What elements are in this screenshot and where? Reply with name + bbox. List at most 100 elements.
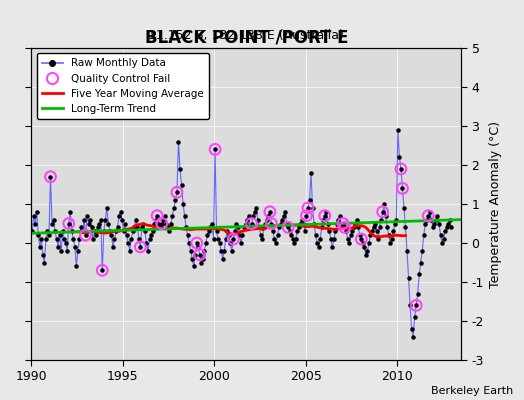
Point — [145, 236, 154, 242]
Point — [43, 228, 52, 234]
Point — [261, 220, 269, 227]
Point — [211, 146, 219, 153]
Point — [354, 224, 363, 230]
Point — [95, 220, 103, 227]
Point — [435, 220, 443, 227]
Point — [173, 189, 181, 196]
Point — [231, 228, 239, 234]
Point — [127, 236, 135, 242]
Point — [225, 232, 233, 238]
Point — [368, 228, 376, 234]
Point — [351, 220, 359, 227]
Point — [310, 220, 318, 227]
Point — [275, 224, 283, 230]
Point — [432, 216, 440, 223]
Point — [290, 240, 299, 246]
Point — [83, 212, 91, 219]
Point — [84, 220, 93, 227]
Point — [417, 259, 425, 266]
Point — [302, 212, 311, 219]
Point — [153, 212, 161, 219]
Point — [401, 224, 410, 230]
Point — [77, 224, 85, 230]
Point — [266, 209, 274, 215]
Point — [311, 232, 320, 238]
Point — [69, 236, 78, 242]
Point — [195, 252, 204, 258]
Point — [375, 224, 384, 230]
Point — [242, 220, 250, 227]
Point — [215, 240, 224, 246]
Point — [307, 170, 315, 176]
Point — [418, 248, 427, 254]
Point — [138, 224, 146, 230]
Point — [42, 236, 50, 242]
Point — [235, 232, 244, 238]
Point — [126, 248, 134, 254]
Point — [203, 232, 212, 238]
Point — [34, 232, 42, 238]
Point — [223, 228, 232, 234]
Point — [341, 224, 349, 230]
Point — [287, 232, 296, 238]
Point — [255, 224, 264, 230]
Point — [156, 224, 165, 230]
Point — [193, 240, 201, 246]
Point — [57, 248, 66, 254]
Point — [49, 216, 58, 223]
Point — [136, 244, 145, 250]
Point — [302, 212, 311, 219]
Point — [220, 248, 228, 254]
Point — [447, 224, 455, 230]
Point — [96, 216, 105, 223]
Point — [371, 220, 379, 227]
Point — [278, 216, 286, 223]
Point — [366, 232, 375, 238]
Point — [378, 209, 387, 215]
Point — [410, 314, 419, 320]
Point — [380, 201, 388, 207]
Point — [75, 236, 84, 242]
Point — [381, 212, 390, 219]
Point — [357, 236, 366, 242]
Point — [188, 255, 196, 262]
Point — [257, 232, 265, 238]
Point — [106, 228, 114, 234]
Point — [373, 228, 381, 234]
Point — [336, 212, 344, 219]
Text: 11.152 S, 132.138 E (Australia): 11.152 S, 132.138 E (Australia) — [148, 29, 344, 42]
Point — [32, 209, 41, 215]
Point — [46, 174, 54, 180]
Point — [212, 228, 221, 234]
Point — [64, 220, 73, 227]
Point — [397, 166, 405, 172]
Point — [182, 224, 190, 230]
Point — [341, 224, 349, 230]
Point — [415, 271, 423, 278]
Point — [39, 252, 47, 258]
Point — [301, 228, 309, 234]
Point — [406, 302, 414, 309]
Point — [445, 216, 454, 223]
Point — [229, 236, 237, 242]
Point — [342, 228, 350, 234]
Point — [28, 228, 36, 234]
Point — [101, 216, 110, 223]
Point — [259, 224, 268, 230]
Point — [403, 248, 411, 254]
Point — [61, 240, 70, 246]
Point — [234, 224, 242, 230]
Point — [436, 232, 445, 238]
Point — [197, 259, 205, 266]
Point — [429, 224, 437, 230]
Point — [109, 244, 117, 250]
Point — [247, 220, 256, 227]
Point — [107, 232, 116, 238]
Point — [321, 212, 329, 219]
Point — [148, 228, 157, 234]
Title: BLACK POINT /PORT E: BLACK POINT /PORT E — [145, 28, 348, 46]
Point — [433, 212, 442, 219]
Point — [305, 197, 314, 203]
Point — [444, 220, 452, 227]
Point — [293, 228, 301, 234]
